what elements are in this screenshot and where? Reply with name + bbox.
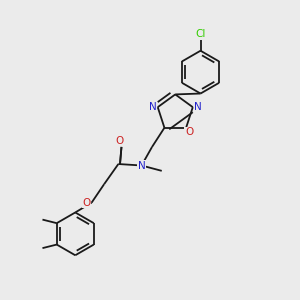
Text: Cl: Cl [195, 29, 206, 39]
Text: O: O [82, 198, 90, 208]
Text: N: N [138, 160, 146, 170]
Text: N: N [194, 102, 202, 112]
Text: O: O [116, 136, 124, 146]
Text: O: O [185, 127, 193, 137]
Text: N: N [148, 102, 156, 112]
